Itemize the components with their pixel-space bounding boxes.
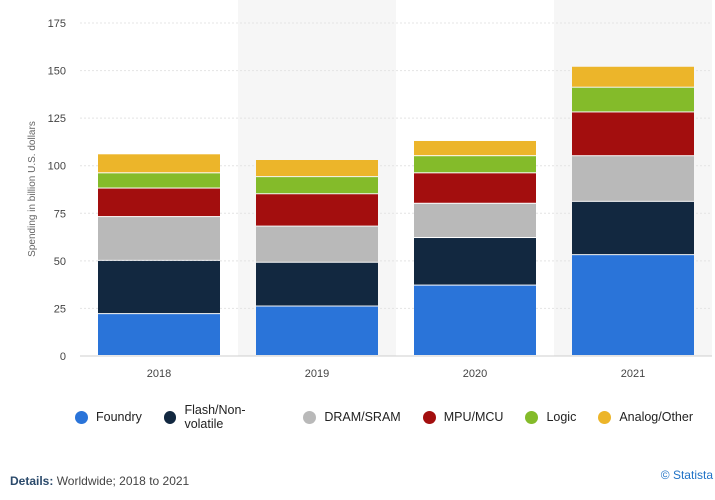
legend-item-flash-non-volatile[interactable]: Flash/Non-volatile bbox=[163, 403, 281, 431]
bar-2020-dram-sram[interactable] bbox=[414, 203, 536, 238]
bar-2018-analog-other[interactable] bbox=[98, 154, 220, 173]
bar-2020-logic[interactable] bbox=[414, 156, 536, 173]
legend-label: Logic bbox=[546, 410, 577, 424]
y-tick-label-25: 25 bbox=[54, 303, 66, 315]
y-tick-label-125: 125 bbox=[48, 113, 66, 125]
bar-2019-dram-sram[interactable] bbox=[256, 226, 378, 262]
bar-2021-logic[interactable] bbox=[572, 87, 694, 112]
bar-2020-flash-non-volatile[interactable] bbox=[414, 238, 536, 285]
legend-label: Foundry bbox=[96, 410, 142, 424]
bar-2018-foundry[interactable] bbox=[98, 314, 220, 355]
details-label: Details: bbox=[10, 474, 54, 488]
bar-2021-dram-sram[interactable] bbox=[572, 156, 694, 201]
legend-swatch bbox=[163, 410, 177, 424]
legend-label: Flash/Non-volatile bbox=[184, 403, 246, 431]
details-text: Details: Worldwide; 2018 to 2021 bbox=[10, 474, 189, 488]
y-tick-label-100: 100 bbox=[48, 161, 66, 173]
bar-2021-foundry[interactable] bbox=[572, 255, 694, 355]
bar-2018-mpu-mcu[interactable] bbox=[98, 188, 220, 217]
bar-2020-analog-other[interactable] bbox=[414, 140, 536, 156]
stacked-bar-chart: 0 25 50 75 100 125 150 175 2018 2019 2020 2021 Spe… bbox=[27, 18, 712, 380]
details-value: Worldwide; 2018 to 2021 bbox=[53, 474, 190, 488]
bar-2019-logic[interactable] bbox=[256, 177, 378, 194]
y-tick-label-0: 0 bbox=[60, 351, 66, 363]
legend-swatch bbox=[525, 410, 539, 424]
y-axis-ticks: 0 25 50 75 100 125 150 175 bbox=[48, 18, 66, 363]
bar-2018-dram-sram[interactable] bbox=[98, 217, 220, 260]
legend-swatch bbox=[422, 410, 436, 424]
legend-label: Analog/Other bbox=[619, 410, 693, 424]
bar-2019-flash-non-volatile[interactable] bbox=[256, 262, 378, 306]
bar-2020-mpu-mcu[interactable] bbox=[414, 173, 536, 203]
x-axis-ticks: 2018 2019 2020 2021 bbox=[147, 368, 645, 380]
x-tick-label-2019: 2019 bbox=[305, 368, 329, 380]
legend-label: MPU/MCU bbox=[443, 410, 504, 424]
bar-2018-flash-non-volatile[interactable] bbox=[98, 260, 220, 314]
legend-item-dram-sram[interactable]: DRAM/SRAM bbox=[303, 410, 401, 424]
legend-item-logic[interactable]: Logic bbox=[525, 410, 576, 424]
x-tick-label-2018: 2018 bbox=[147, 368, 171, 380]
bar-2019-mpu-mcu[interactable] bbox=[256, 194, 378, 226]
y-tick-label-150: 150 bbox=[48, 66, 66, 78]
y-axis-title: Spending in billion U.S. dollars bbox=[27, 121, 38, 257]
bar-2020-foundry[interactable] bbox=[414, 285, 536, 355]
bars bbox=[98, 66, 694, 355]
legend-swatch bbox=[75, 410, 88, 424]
bar-2018-logic[interactable] bbox=[98, 173, 220, 188]
bar-2021-analog-other[interactable] bbox=[572, 66, 694, 87]
y-tick-label-50: 50 bbox=[54, 256, 66, 268]
legend-swatch bbox=[598, 410, 612, 424]
bar-2021-mpu-mcu[interactable] bbox=[572, 112, 694, 156]
legend-item-analog-other[interactable]: Analog/Other bbox=[598, 410, 693, 424]
bar-2021-flash-non-volatile[interactable] bbox=[572, 201, 694, 255]
y-tick-label-175: 175 bbox=[48, 18, 66, 30]
legend: Foundry Flash/Non-volatile DRAM/SRAM MPU/MC… bbox=[75, 403, 715, 431]
legend-item-foundry[interactable]: Foundry bbox=[75, 410, 142, 424]
legend-item-mpu-mcu[interactable]: MPU/MCU bbox=[422, 410, 504, 424]
bar-2019-analog-other[interactable] bbox=[256, 160, 378, 177]
legend-label: DRAM/SRAM bbox=[324, 410, 401, 424]
y-tick-label-75: 75 bbox=[54, 208, 66, 220]
legend-swatch bbox=[303, 410, 317, 424]
x-tick-label-2020: 2020 bbox=[463, 368, 487, 380]
bar-2019-foundry[interactable] bbox=[256, 306, 378, 355]
x-tick-label-2021: 2021 bbox=[621, 368, 645, 380]
statista-credit-link[interactable]: © Statista 2 bbox=[660, 468, 715, 482]
